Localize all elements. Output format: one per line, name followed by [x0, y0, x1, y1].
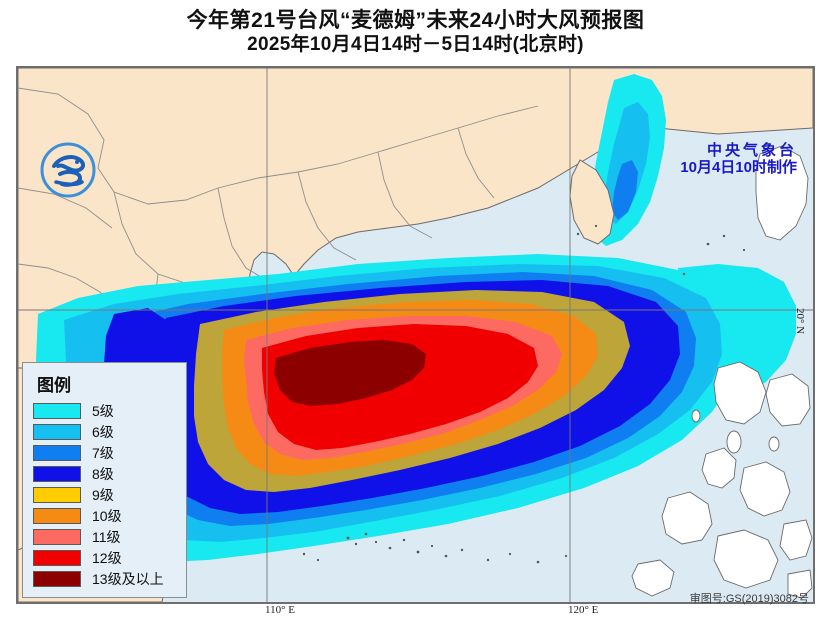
wind-field-main: [36, 254, 796, 562]
legend-swatch: [33, 423, 81, 440]
legend-label: 5级: [92, 402, 114, 419]
legend-item-11: 11级: [33, 526, 180, 547]
page-title: 今年第21号台风“麦德姆”未来24小时大风预报图 2025年10月4日14时－5…: [0, 0, 831, 64]
legend-swatch: [33, 570, 81, 587]
legend-label: 7级: [92, 444, 114, 461]
map-approval-number: 审图号:GS(2019)3082号: [689, 593, 809, 605]
legend-title: 图例: [37, 376, 71, 395]
title-line-2: 2025年10月4日14时－5日14时(北京时): [247, 33, 584, 55]
map-canvas[interactable]: 中央气象台 10月4日10时制作 图例 5级 6级 7级 8级 9级 10级 11级 12级 1…: [18, 68, 813, 602]
legend-label: 12级: [92, 549, 122, 566]
legend-swatch: [33, 465, 81, 482]
legend-swatch: [33, 549, 81, 566]
graticule-lines: [18, 68, 813, 602]
legend-item-8: 8级: [33, 463, 180, 484]
legend-item-7: 7级: [33, 442, 180, 463]
legend-item-12: 12级: [33, 547, 180, 568]
philippines-islands: [631, 145, 813, 599]
longitude-label: 110° E: [265, 604, 295, 616]
legend-item-9: 9级: [33, 484, 180, 505]
taiwan-wind-level-7: [612, 160, 638, 220]
legend-swatch: [33, 507, 81, 524]
legend-item-5: 5级: [33, 400, 180, 421]
legend-label: 10级: [92, 507, 122, 524]
legend-swatch: [33, 402, 81, 419]
taiwan-island: [569, 159, 615, 245]
legend-label: 8级: [92, 465, 114, 482]
title-line-1: 今年第21号台风“麦德姆”未来24小时大风预报图: [186, 8, 645, 32]
cma-dragon-logo: [40, 142, 96, 198]
issuer-organization: 中央气象台: [706, 142, 797, 159]
south-china-sea-islets: [302, 224, 746, 564]
legend-label: 13级及以上: [92, 570, 164, 587]
legend-label: 11级: [92, 528, 121, 545]
legend-panel: 图例 5级 6级 7级 8级 9级 10级 11级 12级 13级及以上: [22, 362, 187, 598]
issuer-block: 中央气象台 10月4日10时制作: [680, 142, 797, 177]
latitude-label: 20° N: [794, 308, 806, 335]
legend-item-10: 10级: [33, 505, 180, 526]
legend-swatch: [33, 486, 81, 503]
issuer-production-time: 10月4日10时制作: [680, 159, 797, 177]
legend-rows: 5级 6级 7级 8级 9级 10级 11级 12级 13级及以上: [33, 400, 180, 589]
legend-item-6: 6级: [33, 421, 180, 442]
longitude-label: 120° E: [568, 604, 599, 616]
legend-label: 9级: [92, 486, 114, 503]
legend-swatch: [33, 444, 81, 461]
legend-label: 6级: [92, 423, 114, 440]
map-frame[interactable]: 中央气象台 10月4日10时制作 图例 5级 6级 7级 8级 9级 10级 11级 12级 1…: [16, 66, 815, 604]
legend-swatch: [33, 528, 81, 545]
legend-item-13: 13级及以上: [33, 568, 180, 589]
wind-level-13-core: [274, 340, 426, 406]
